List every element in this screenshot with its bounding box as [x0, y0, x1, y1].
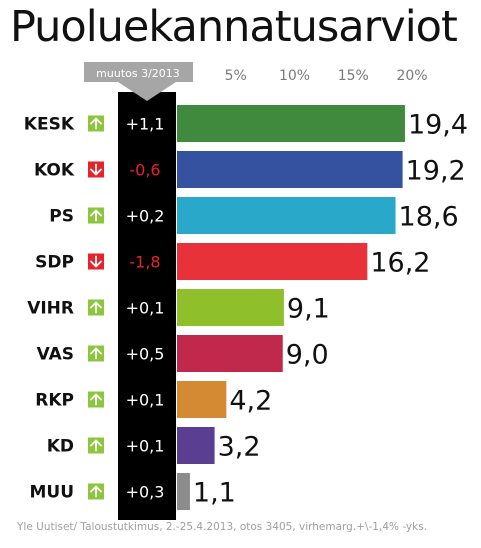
party-label: VIHR: [27, 299, 74, 319]
change-value: +0,1: [126, 299, 165, 318]
value-label: 19,2: [406, 156, 466, 187]
chart-row-rkp: RKP +0,1 4,2: [35, 381, 272, 418]
arrow-up-icon: [88, 299, 104, 316]
change-value: -0,6: [129, 161, 160, 180]
arrow-up-icon: [88, 437, 104, 454]
x-tick-label: 20%: [396, 68, 427, 84]
x-tick-label: 15%: [338, 68, 369, 84]
x-tick-label: 5%: [225, 68, 247, 84]
change-value: +0,3: [126, 483, 165, 502]
change-value: +0,2: [126, 207, 165, 226]
chart-row-vihr: VIHR +0,1 9,1: [27, 289, 330, 326]
chart-row-kd: KD +0,1 3,2: [47, 427, 261, 464]
change-value: +1,1: [126, 115, 165, 134]
bar-rkp: [177, 381, 227, 418]
bar-vas: [177, 335, 283, 372]
arrow-up-icon: [88, 345, 104, 362]
chart-title: Puoluekannatusarviot: [10, 2, 458, 52]
bar-vihr: [177, 289, 284, 326]
value-label: 9,1: [287, 294, 330, 325]
party-label: KESK: [24, 115, 75, 135]
arrow-up-icon: [88, 115, 104, 132]
party-label: KOK: [34, 161, 75, 181]
value-label: 3,2: [218, 432, 261, 463]
arrow-up-icon: [88, 391, 104, 408]
change-column-background: [118, 92, 176, 520]
party-label: MUU: [29, 483, 74, 503]
chart-row-muu: MUU +0,3 1,1: [29, 473, 236, 510]
x-axis-ticks: 5% 10% 15% 20%: [225, 68, 428, 84]
party-label: SDP: [35, 253, 74, 273]
chart-row-vas: VAS +0,5 9,0: [37, 335, 329, 372]
arrow-down-icon: [88, 161, 104, 178]
bar-kok: [177, 151, 403, 188]
change-value: -1,8: [129, 253, 160, 272]
bar-ps: [177, 197, 396, 234]
change-header: muutos 3/2013: [84, 62, 193, 101]
arrow-up-icon: [88, 483, 104, 500]
change-header-box: [84, 62, 193, 82]
change-value: +0,5: [126, 345, 165, 364]
party-label: KD: [47, 437, 74, 457]
change-header-label: muutos 3/2013: [96, 67, 180, 80]
source-note: Yle Uutiset/ Taloustutkimus, 2.-25.4.201…: [17, 521, 428, 533]
value-label: 18,6: [399, 202, 459, 233]
bar-kesk: [177, 105, 405, 142]
value-label: 19,4: [408, 110, 468, 141]
bar-muu: [177, 473, 190, 510]
chart-row-kok: KOK -0,6 19,2: [34, 151, 466, 188]
chart-rows: KESK +1,1 19,4 KOK -0,6 19,2 PS +0,2 18,6 SDP -1,8…: [24, 105, 468, 510]
value-label: 9,0: [286, 340, 329, 371]
chart-row-sdp: SDP -1,8 16,2: [35, 243, 430, 280]
party-label: VAS: [37, 345, 74, 365]
bar-sdp: [177, 243, 368, 280]
arrow-up-icon: [88, 207, 104, 224]
value-label: 16,2: [370, 248, 430, 279]
party-label: PS: [49, 207, 74, 227]
value-label: 1,1: [193, 478, 236, 509]
chart-row-ps: PS +0,2 18,6: [49, 197, 459, 234]
value-label: 4,2: [229, 386, 272, 417]
x-tick-label: 10%: [279, 68, 310, 84]
change-header-pointer: [118, 82, 176, 101]
change-value: +0,1: [126, 391, 165, 410]
chart-row-kesk: KESK +1,1 19,4: [24, 105, 468, 142]
arrow-down-icon: [88, 253, 104, 270]
party-label: RKP: [35, 391, 74, 411]
change-value: +0,1: [126, 437, 165, 456]
bar-kd: [177, 427, 215, 464]
